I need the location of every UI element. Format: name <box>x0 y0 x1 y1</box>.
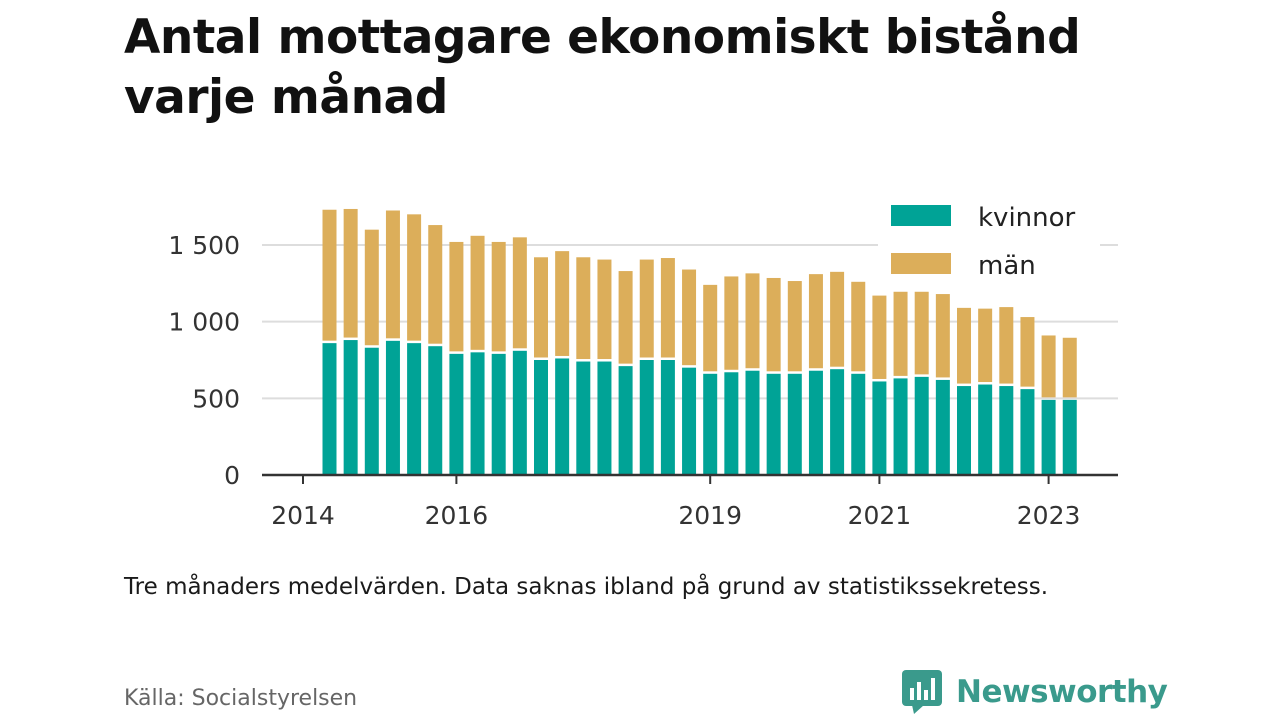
chart-note: Tre månaders medelvärden. Data saknas ib… <box>124 574 1049 600</box>
bar-man <box>343 208 358 338</box>
y-tick-label: 1 500 <box>168 231 240 260</box>
bars <box>322 208 1077 475</box>
bar-man <box>957 307 971 384</box>
bar-kvinnor <box>745 370 760 475</box>
bar-kvinnor <box>978 384 993 475</box>
y-tick-label: 500 <box>192 384 240 413</box>
bar-man <box>830 271 845 367</box>
bar-man <box>787 281 802 372</box>
bar-man <box>512 237 527 349</box>
bar-man <box>872 295 887 379</box>
bar-man <box>1020 317 1035 387</box>
bar-kvinnor <box>364 347 379 475</box>
bar-kvinnor <box>385 340 400 475</box>
bar-kvinnor <box>1041 399 1056 475</box>
bar-man <box>703 284 718 372</box>
bar-kvinnor <box>766 373 781 475</box>
chart-title: Antal mottagare ekonomiskt bistånd varje… <box>124 10 1081 125</box>
bar-kvinnor <box>407 343 422 475</box>
bar-man <box>660 258 675 358</box>
x-tick-label: 2014 <box>271 501 335 530</box>
bar-kvinnor <box>1020 389 1035 475</box>
bar-man <box>893 291 908 376</box>
bar-man <box>935 294 950 378</box>
bar-kvinnor <box>597 361 612 475</box>
bar-kvinnor <box>660 360 675 475</box>
bar-kvinnor <box>343 340 358 475</box>
bar-kvinnor <box>893 378 908 475</box>
bar-man <box>1062 337 1077 398</box>
brand-name: Newsworthy <box>956 674 1168 710</box>
source-text: Källa: Socialstyrelsen <box>124 686 358 711</box>
brand-logo[interactable]: Newsworthy <box>902 670 1168 714</box>
bar-man <box>534 257 548 358</box>
bar-man <box>745 273 760 369</box>
stacked-bar-chart: 0 500 1 000 1 500 2014 2016 2019 2021 2023 kvin… <box>168 196 1118 530</box>
x-tick-label: 2023 <box>1017 501 1081 530</box>
bar-kvinnor <box>1062 399 1077 475</box>
bar-man <box>385 210 400 339</box>
bar-man <box>555 251 570 356</box>
bar-kvinnor <box>872 381 887 475</box>
bar-kvinnor <box>555 358 570 475</box>
bar-kvinnor <box>470 352 485 475</box>
legend-label: män <box>978 251 1036 281</box>
bar-kvinnor <box>830 369 845 475</box>
bar-man <box>639 259 654 358</box>
x-tick-label: 2016 <box>425 501 489 530</box>
x-tick-label: 2021 <box>848 501 912 530</box>
bar-man <box>999 307 1014 384</box>
bar-kvinnor <box>618 366 633 475</box>
bar-kvinnor <box>512 350 527 475</box>
bar-kvinnor <box>639 360 654 475</box>
bar-man <box>851 281 866 372</box>
legend-swatch <box>891 253 951 274</box>
bar-man <box>428 225 443 344</box>
bar-kvinnor <box>808 370 823 475</box>
bar-kvinnor <box>914 376 929 475</box>
bar-man <box>364 229 379 346</box>
bar-kvinnor <box>322 343 337 475</box>
bar-kvinnor <box>576 361 591 475</box>
x-tick-label: 2019 <box>678 501 742 530</box>
bar-kvinnor <box>999 386 1014 475</box>
bar-man <box>978 308 993 383</box>
bar-man <box>766 277 781 372</box>
legend-label: kvinnor <box>978 203 1076 233</box>
bar-man <box>576 257 591 360</box>
bar-man <box>470 235 485 350</box>
bar-kvinnor <box>449 353 464 475</box>
bar-man <box>808 274 823 369</box>
bar-kvinnor <box>851 373 866 475</box>
bar-man <box>724 276 739 370</box>
bar-kvinnor <box>534 360 548 475</box>
y-tick-label: 1 000 <box>168 308 240 337</box>
x-axis: 2014 2016 2019 2021 2023 <box>262 473 1118 530</box>
bar-kvinnor <box>724 372 739 475</box>
bar-kvinnor <box>703 373 718 475</box>
legend: kvinnor män <box>878 196 1100 288</box>
bar-man <box>407 214 422 341</box>
legend-swatch <box>891 205 951 226</box>
bar-man <box>618 271 633 364</box>
bar-man <box>449 241 464 352</box>
bar-kvinnor <box>682 367 697 475</box>
bar-man <box>491 241 506 352</box>
y-tick-label: 0 <box>224 461 240 490</box>
bar-man <box>914 291 929 375</box>
bar-kvinnor <box>935 379 950 475</box>
bar-man <box>1041 335 1056 398</box>
bar-kvinnor <box>787 373 802 475</box>
bar-man <box>682 269 697 366</box>
bar-kvinnor <box>957 386 971 475</box>
bar-man <box>322 209 337 341</box>
y-axis-labels: 0 500 1 000 1 500 <box>168 231 240 490</box>
bar-man <box>597 259 612 360</box>
bar-kvinnor <box>428 346 443 475</box>
newsworthy-logo-icon <box>902 670 942 714</box>
bar-kvinnor <box>491 353 506 475</box>
